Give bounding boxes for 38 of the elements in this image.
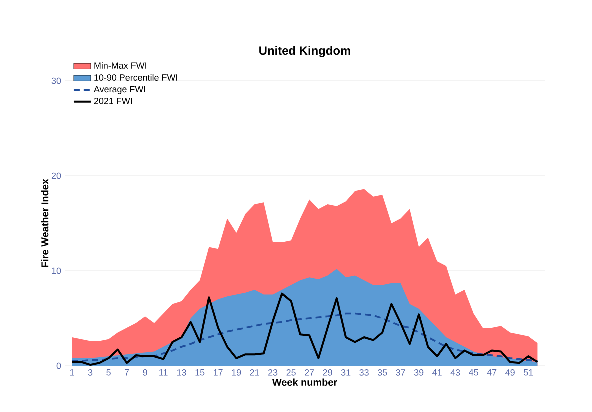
x-tick-label: 13	[178, 370, 186, 376]
chart-title: United Kingdom	[260, 46, 350, 58]
x-axis-title: Week number	[272, 378, 338, 386]
x-tick-label: 51	[524, 370, 534, 376]
x-tick-label: 25	[286, 370, 296, 376]
x-tick-label: 1	[70, 370, 74, 376]
x-tick-label: 17	[214, 370, 223, 376]
x-tick-label: 19	[232, 370, 242, 376]
x-tick-label: 37	[396, 370, 406, 376]
x-tick-label: 45	[469, 370, 478, 376]
x-tick-label: 21	[250, 370, 260, 376]
line-series	[71, 292, 539, 366]
x-tick-label: 43	[450, 370, 460, 376]
x-tick-label: 31	[341, 370, 351, 376]
x-tick-label: 23	[268, 370, 278, 376]
x-tick-label: 35	[378, 370, 388, 376]
x-tick-label: 5	[106, 370, 111, 376]
y-tick-label: 20	[52, 172, 62, 180]
legend-label: 10-90 Percentile FWI	[94, 74, 178, 81]
x-tick-label: 3	[88, 370, 93, 376]
legend-label: Average FWI	[94, 86, 146, 94]
x-tick-label: 15	[196, 370, 205, 376]
x-tick-label: 47	[487, 370, 497, 376]
x-tick-label: 49	[506, 370, 515, 376]
x-tick-label: 27	[305, 370, 314, 376]
x-tick-label: 9	[143, 370, 148, 376]
x-tick-label: 41	[432, 370, 442, 376]
y-tick-label: 30	[52, 78, 62, 84]
x-tick-label: 7	[125, 370, 130, 376]
x-tick-label: 39	[414, 370, 424, 376]
y-tick-label: 10	[52, 268, 62, 274]
x-tick-label: 11	[160, 370, 168, 376]
legend-label: Min-Max FWI	[94, 62, 146, 69]
y-axis-title: Fire Weather Index	[41, 179, 49, 268]
x-tick-label: 33	[360, 370, 369, 376]
x-tick-label: 29	[323, 370, 332, 376]
legend-label: 2021 FWI	[94, 98, 132, 104]
y-tick-label: 0	[56, 362, 62, 370]
